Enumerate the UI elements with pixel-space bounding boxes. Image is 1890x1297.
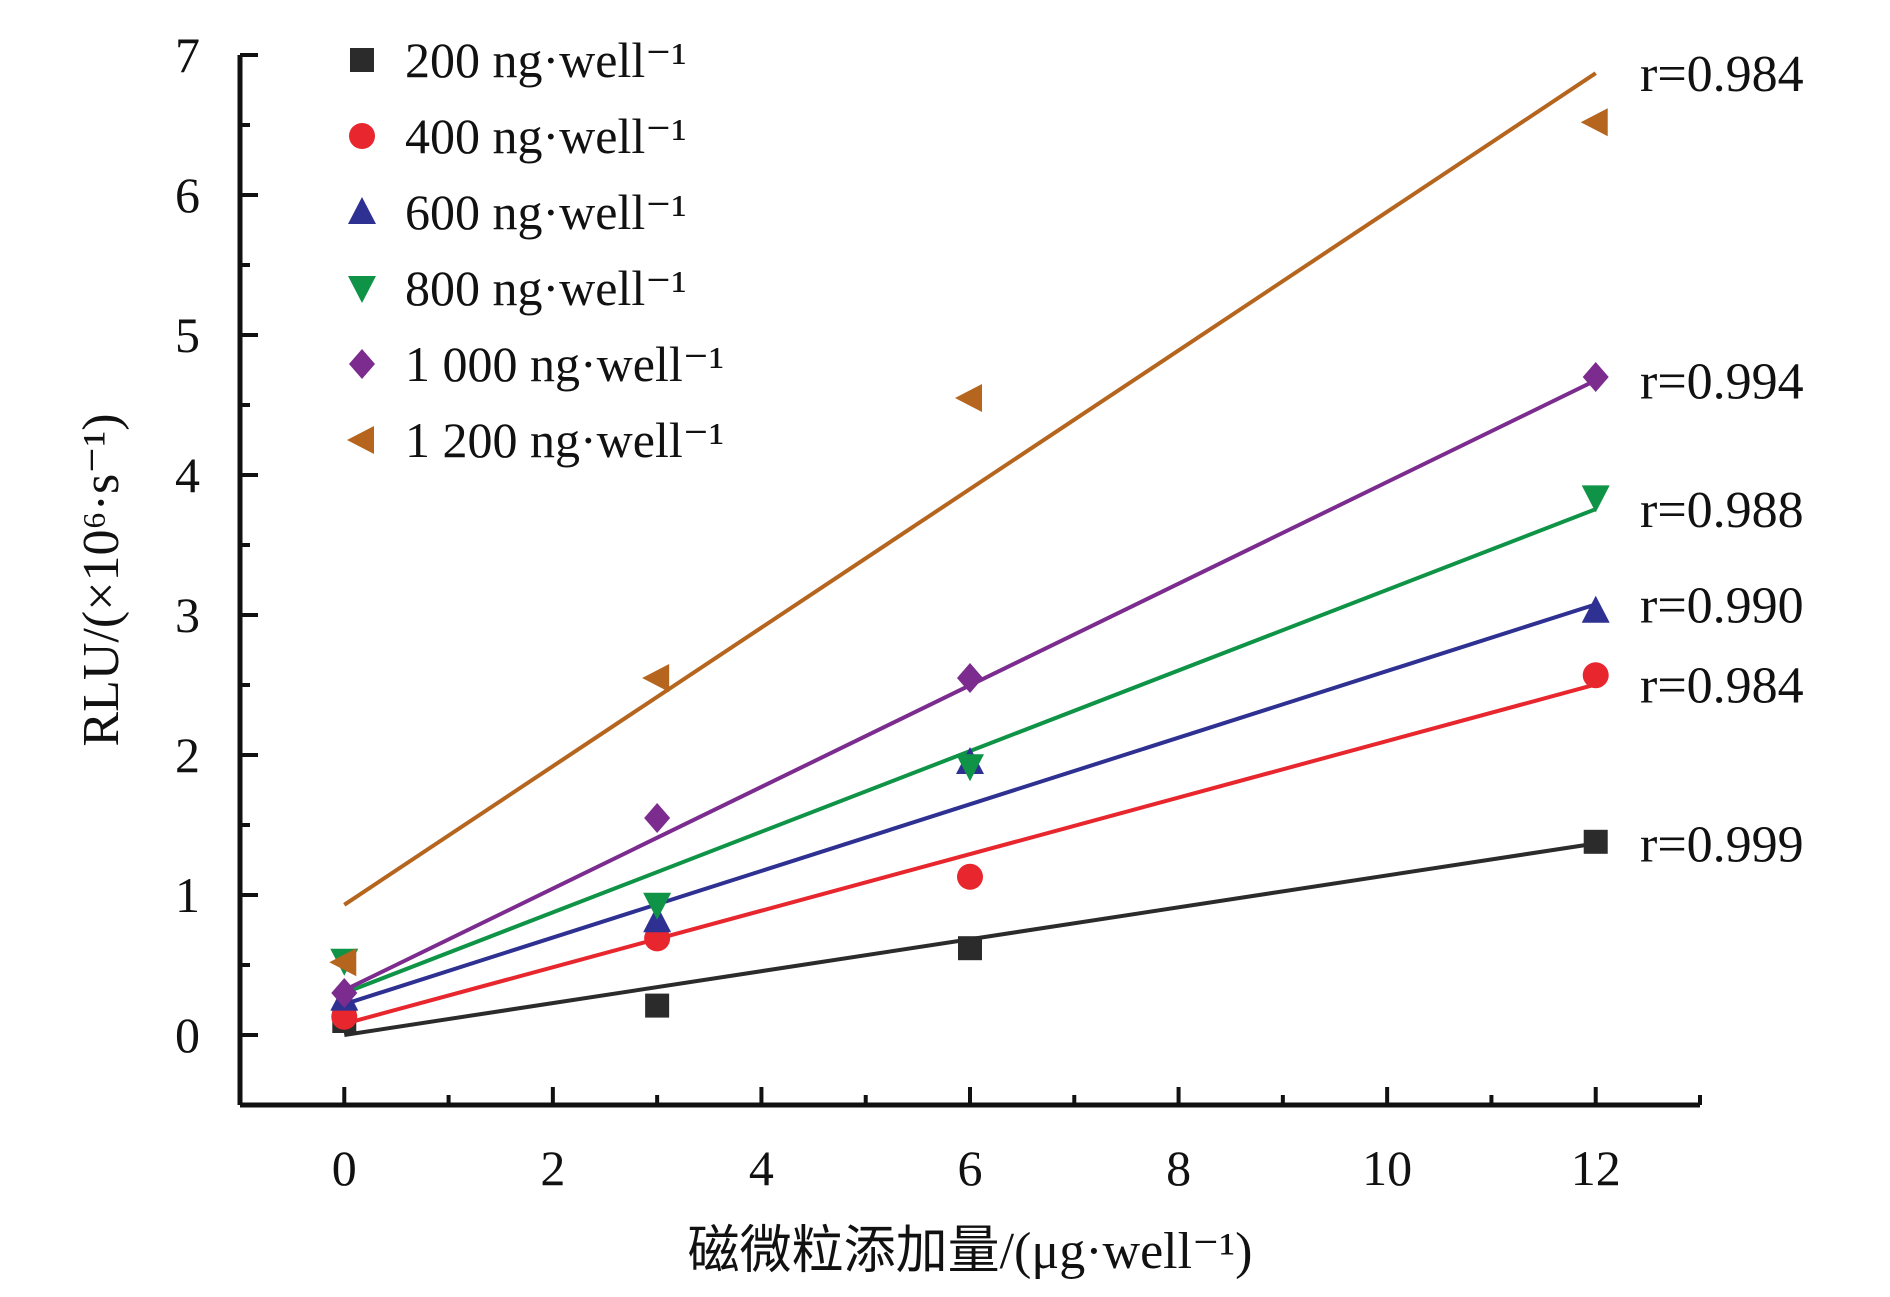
legend-marker-series-3 bbox=[348, 197, 376, 224]
legend-label-series-2: 400 ng·well⁻¹ bbox=[405, 108, 687, 164]
y-tick-label: 7 bbox=[175, 27, 200, 83]
legend-marker-series-4 bbox=[348, 276, 376, 303]
data-point-series-4 bbox=[643, 892, 672, 920]
y-tick-label: 1 bbox=[175, 867, 200, 923]
data-point-series-3 bbox=[1581, 595, 1610, 623]
legend-marker-series-5 bbox=[349, 349, 375, 379]
data-point-series-4 bbox=[1581, 485, 1610, 513]
r-label-series-5: r=0.994 bbox=[1640, 353, 1804, 410]
data-points bbox=[329, 108, 1610, 1033]
legend: 200 ng·well⁻¹ 400 ng·well⁻¹ 600 ng·well⁻¹ 8… bbox=[347, 32, 724, 468]
r-label-series-6: r=0.984 bbox=[1640, 46, 1804, 103]
data-point-series-6 bbox=[329, 948, 357, 977]
data-point-series-6 bbox=[642, 664, 670, 692]
x-tick-label: 6 bbox=[958, 1140, 983, 1196]
data-point-series-5 bbox=[331, 978, 358, 1008]
y-tick-label: 0 bbox=[175, 1007, 200, 1063]
r-label-series-2: r=0.984 bbox=[1640, 657, 1804, 714]
x-tick-label: 2 bbox=[540, 1140, 565, 1196]
data-point-series-5 bbox=[1582, 362, 1609, 392]
data-point-series-1 bbox=[958, 936, 982, 961]
y-tick-label: 4 bbox=[175, 447, 200, 503]
fit-line-series-6 bbox=[343, 71, 1597, 907]
x-tick-label: 0 bbox=[332, 1140, 357, 1196]
x-tick-label: 8 bbox=[1166, 1140, 1191, 1196]
data-point-series-4 bbox=[956, 754, 984, 782]
x-tick-label: 4 bbox=[749, 1140, 774, 1196]
r-label-series-1: r=0.999 bbox=[1640, 816, 1804, 873]
x-tick-label: 10 bbox=[1362, 1140, 1412, 1196]
data-point-series-1 bbox=[1583, 829, 1608, 854]
data-point-series-5 bbox=[957, 663, 983, 693]
x-axis-label: 磁微粒添加量/(μg·well⁻¹) bbox=[688, 1223, 1253, 1280]
data-point-series-5 bbox=[644, 803, 671, 833]
r-label-series-4: r=0.988 bbox=[1640, 482, 1804, 539]
x-tick-label: 12 bbox=[1571, 1140, 1621, 1196]
legend-label-series-6: 1 200 ng·well⁻¹ bbox=[405, 412, 724, 468]
y-axis-label: RLU/(×10⁶·s⁻¹) bbox=[73, 413, 130, 746]
y-tick-label: 2 bbox=[175, 727, 200, 783]
legend-label-series-3: 600 ng·well⁻¹ bbox=[405, 184, 687, 240]
legend-label-series-1: 200 ng·well⁻¹ bbox=[405, 32, 687, 88]
legend-marker-series-6 bbox=[347, 426, 374, 454]
y-tick-label: 5 bbox=[175, 307, 200, 363]
r-label-series-3: r=0.990 bbox=[1640, 577, 1804, 634]
data-point-series-6 bbox=[955, 384, 982, 412]
data-point-series-2 bbox=[1582, 662, 1609, 689]
data-point-series-2 bbox=[957, 863, 983, 890]
data-point-series-1 bbox=[645, 993, 670, 1018]
y-tick-label: 3 bbox=[175, 587, 200, 643]
fit-line-series-3 bbox=[343, 602, 1597, 1007]
fit-line-series-2 bbox=[343, 682, 1597, 1026]
legend-marker-series-1 bbox=[350, 48, 374, 72]
r-labels: r=0.984 r=0.994 r=0.988 r=0.990 r=0.984 r=0.9… bbox=[1640, 46, 1804, 873]
legend-marker-series-2 bbox=[349, 123, 375, 149]
y-tick-label: 6 bbox=[175, 167, 200, 223]
legend-label-series-5: 1 000 ng·well⁻¹ bbox=[405, 336, 724, 392]
data-point-series-6 bbox=[1580, 108, 1608, 137]
legend-label-series-4: 800 ng·well⁻¹ bbox=[405, 260, 687, 316]
